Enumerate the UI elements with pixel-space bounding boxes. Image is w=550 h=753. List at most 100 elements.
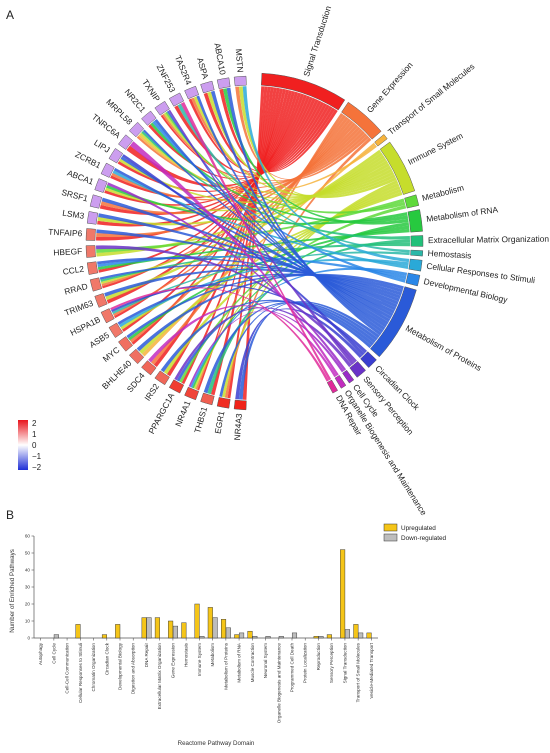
gene-label-nr4a1: NR4A1 <box>173 399 193 428</box>
gene-label-lipj: LIPJ <box>92 137 112 154</box>
chord-ribbons <box>96 86 411 400</box>
colorbar-tick-0: 0 <box>32 441 37 450</box>
colorbar-tick-2: 2 <box>32 419 37 428</box>
gene-label-tas2r4: TAS2R4 <box>173 54 194 87</box>
chord-ribbon <box>101 197 395 314</box>
x-tick-label-metabolism-of-rna: Metabolism of RNA <box>237 642 242 683</box>
gene-label-sdc4: SDC4 <box>125 370 147 394</box>
pathway-arc-circadian-clock <box>360 351 377 368</box>
x-tick-label-digestion-and-absorption: Digestion and Absorption <box>131 643 136 695</box>
colorbar-tick-neg1: −1 <box>32 452 42 461</box>
bar-chart: 0 10 20 30 40 50 60 Autophagy Cell Cycle Cell-Cel… <box>9 523 447 747</box>
gene-label-asb5: ASB5 <box>88 330 112 350</box>
x-tick-label-organelle-biogenesis-and-maintenance: Organelle Biogenesis and Maintenance <box>276 643 281 724</box>
bar-down-regulated-metabolism <box>212 617 218 639</box>
pathway-label-hemostasis: Hemostasis <box>427 248 471 261</box>
gene-segment-znf253 <box>168 92 185 107</box>
pathway-arc-gene-expression <box>341 101 382 140</box>
pathway-arc-extracellular-matrix-organization <box>410 235 424 247</box>
gene-segment-trim63 <box>94 293 108 308</box>
gene-label-zcrb1: ZCRB1 <box>74 149 103 170</box>
chord-ribbon <box>96 245 357 363</box>
bar-down-regulated-signal-transduction <box>344 629 350 639</box>
y-tick-label: 40 <box>25 568 31 573</box>
x-tick-label-autophagy: Autophagy <box>38 642 43 665</box>
gene-segment-bhlhe40 <box>128 348 145 365</box>
gene-label-thbs1: THBS1 <box>192 405 209 434</box>
gene-segment-ppargc1a <box>168 379 185 394</box>
pathway-label-developmental-biology: Developmental Biology <box>423 276 510 305</box>
gene-label-txnip: TXNIP <box>140 77 162 103</box>
bar-upregulated-vesicle-mediated-transport <box>366 632 372 639</box>
pathway-label-gene-expression: Gene Expression <box>365 60 415 115</box>
y-tick-label: 20 <box>25 602 31 607</box>
bar-down-regulated-organelle-biogenesis-and-maintenance <box>278 636 284 639</box>
x-tick-label-cell-cell-communication: Cell-Cell Communication <box>65 643 70 694</box>
gene-label-myc: MYC <box>101 345 122 364</box>
gene-segment-abca1 <box>94 178 108 193</box>
panel-a-label: A <box>6 8 14 22</box>
gene-segment-hbegf <box>85 245 96 258</box>
gene-label-trim63: TRIM63 <box>63 298 95 318</box>
gene-label-abca10: ABCA10 <box>212 42 228 76</box>
gene-segment-txnip <box>154 100 170 116</box>
x-tick-label-developmental-biology: Developmental Biology <box>118 642 123 690</box>
fold-change-colorbar: 2 1 0 −1 −2 <box>18 419 42 472</box>
legend-swatch-down-regulated <box>383 533 398 542</box>
gene-segment-myc <box>118 336 134 352</box>
gene-segment-nr2c1 <box>141 110 157 126</box>
x-tick-label-cellular-responses-to-stimuli: Cellular Responses to Stimuli <box>78 643 83 703</box>
x-tick-label-gene-expression: Gene Expression <box>170 643 175 679</box>
bar-upregulated-transport-of-small-molecules <box>353 624 359 639</box>
bar-down-regulated-muscle-contraction <box>252 636 258 639</box>
y-axis-title: Number of Enriched Pathways <box>9 549 16 633</box>
chord-ribbon <box>174 307 352 381</box>
gene-label-znf253: ZNF253 <box>155 63 178 95</box>
pathway-arc-signal-transduction <box>261 72 346 111</box>
x-tick-label-immune-system: Immune System <box>197 643 202 676</box>
gene-segment-thbs1 <box>200 392 215 406</box>
bar-upregulated-sensory-perception <box>326 634 332 639</box>
bar-upregulated-metabolism <box>207 607 213 639</box>
bar-upregulated-cellular-responses-to-stimuli <box>75 624 81 639</box>
bar-upregulated-immune-system <box>194 603 200 639</box>
gene-segment-lsm3 <box>86 211 99 225</box>
x-tick-label-hemostasis: Hemostasis <box>184 642 189 667</box>
gene-label-srsf1: SRSF1 <box>60 187 89 204</box>
bar-upregulated-hemostasis <box>181 622 187 639</box>
chord-ribbon <box>160 299 372 373</box>
panel-b-label: B <box>6 508 14 522</box>
bar-down-regulated-gene-expression <box>172 625 178 639</box>
pathway-segments <box>261 72 424 394</box>
legend-label-down-regulated: Down-regulated <box>401 535 447 542</box>
pathway-arc-metabolism-of-proteins <box>370 286 417 358</box>
bar-upregulated-developmental-biology <box>115 624 121 639</box>
gene-segment-nr4a3 <box>233 399 247 411</box>
x-tick-label-metabolism: Metabolism <box>210 643 215 667</box>
pathway-label-immune-system: Immune System <box>406 130 464 167</box>
pathway-arc-immune-system <box>379 141 416 195</box>
chord-ribbon <box>180 101 332 381</box>
x-tick-label-programmed-cell-death: Programmed Cell Death <box>290 643 295 693</box>
gene-label-lsm3: LSM3 <box>62 208 85 221</box>
bar-upregulated-reproduction <box>313 636 319 639</box>
bar-down-regulated-immune-system <box>199 636 205 639</box>
pathway-label-metabolism: Metabolism <box>421 182 465 202</box>
bar-down-regulated-programmed-cell-death <box>291 632 298 639</box>
chord-ribbon <box>188 98 333 174</box>
chord-ribbon <box>120 156 392 320</box>
chord-ribbon <box>141 131 410 240</box>
bar-down-regulated-cell-cycle <box>53 634 59 639</box>
x-tick-label-extracellular-matrix-organization: Extracellular Matrix Organization <box>157 643 162 710</box>
gene-segment-hspa1b <box>100 308 115 324</box>
bar-down-regulated-metabolism-of-proteins <box>225 627 231 639</box>
pathway-arc-developmental-biology <box>405 272 421 287</box>
colorbar-tick-1: 1 <box>32 430 37 439</box>
bar-upregulated-dna-repair <box>141 617 147 639</box>
bar-upregulated-muscle-contraction <box>247 630 253 639</box>
gene-label-tnfaip6: TNFAIP6 <box>48 227 83 239</box>
x-tick-label-dna-repair: DNA Repair <box>144 643 149 668</box>
gene-segment-mstn <box>233 75 247 87</box>
gene-label-hbegf: HBEGF <box>53 246 82 257</box>
